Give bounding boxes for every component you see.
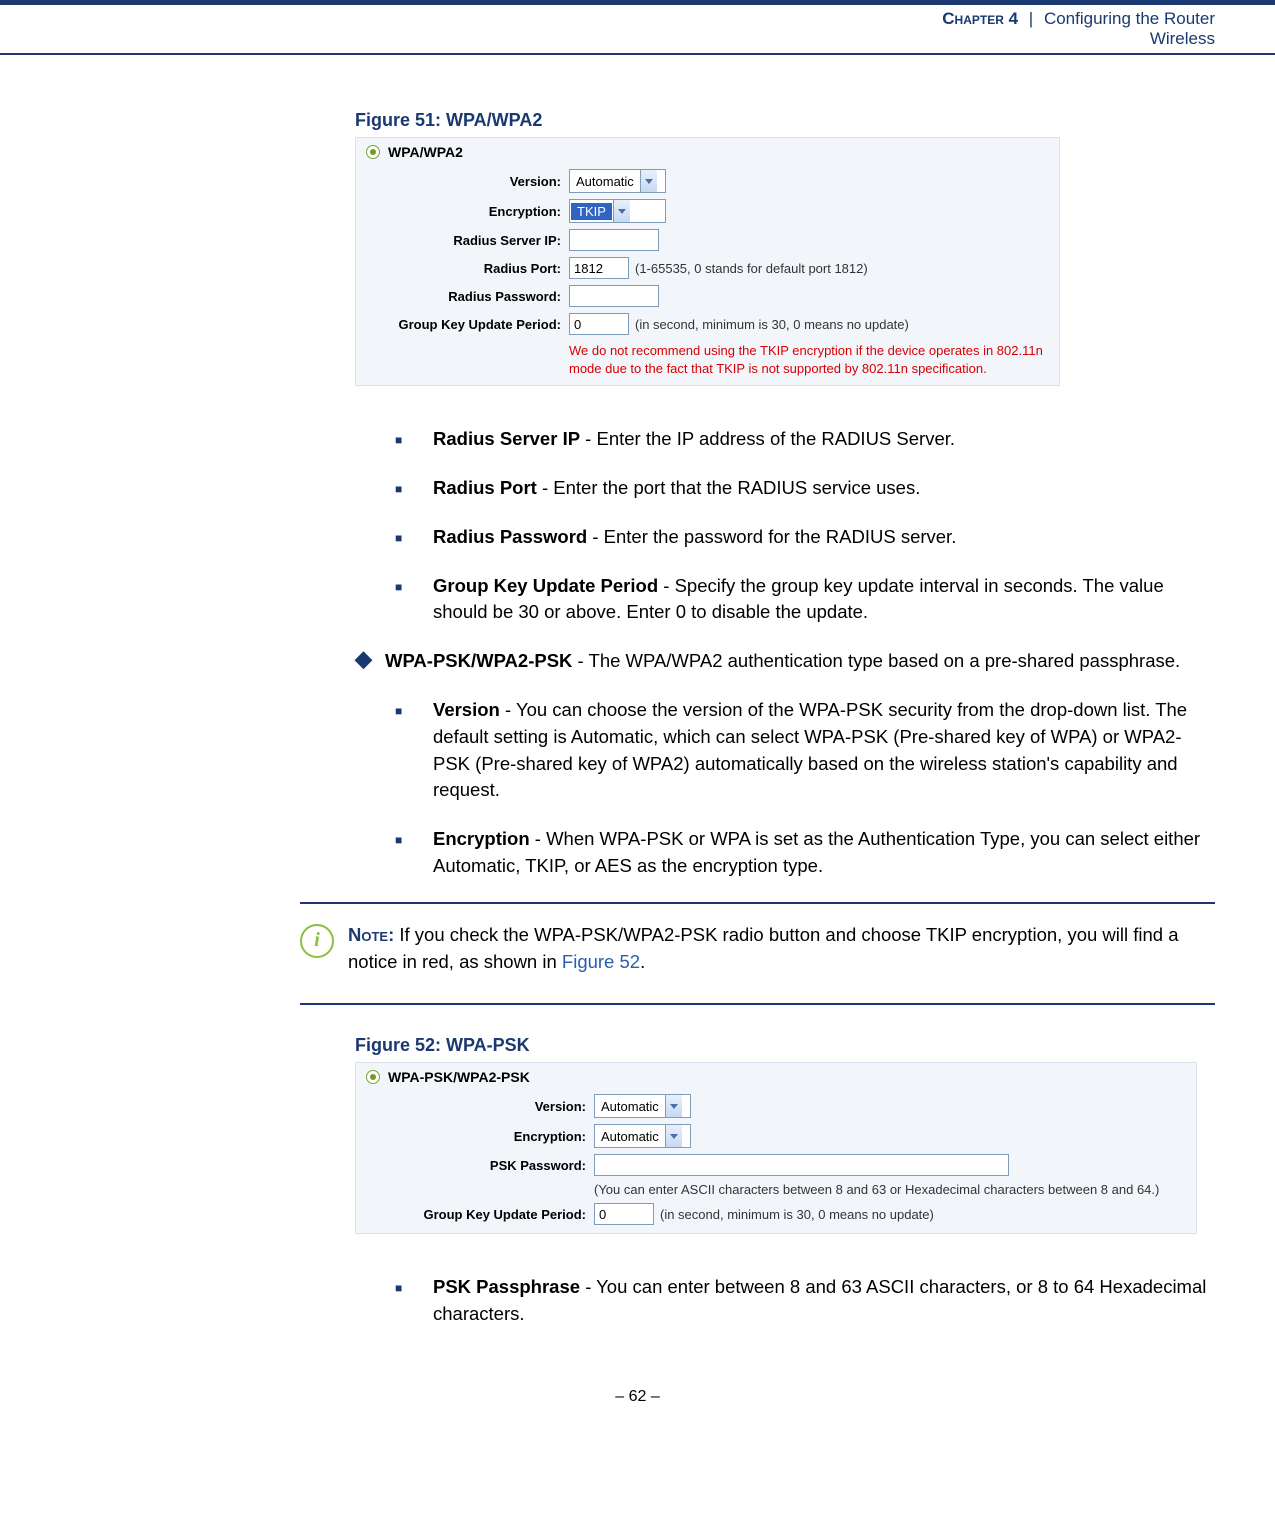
bullet-group-key: ■ Group Key Update Period - Specify the …	[395, 573, 1215, 627]
bullet-version: ■ Version - You can choose the version o…	[395, 697, 1215, 804]
select-version2-value: Automatic	[595, 1099, 665, 1114]
chevron-down-icon[interactable]	[613, 200, 630, 222]
term: PSK Passphrase	[433, 1276, 580, 1297]
label-radius-pw: Radius Password:	[366, 289, 569, 304]
figure-52-caption: Figure 52: WPA-PSK	[355, 1035, 1215, 1056]
diamond-bullet-icon: ◆	[355, 648, 385, 675]
bullet-encryption: ■ Encryption - When WPA-PSK or WPA is se…	[395, 826, 1215, 880]
label-radius-port: Radius Port:	[366, 261, 569, 276]
chevron-down-icon[interactable]	[665, 1125, 682, 1147]
desc: - Enter the port that the RADIUS service…	[537, 477, 921, 498]
info-icon: i	[300, 924, 334, 958]
square-bullet-icon: ■	[395, 697, 433, 804]
square-bullet-icon: ■	[395, 1274, 433, 1328]
bullet-psk-passphrase: ■ PSK Passphrase - You can enter between…	[395, 1274, 1215, 1328]
wpa-wpa2-panel: WPA/WPA2 Version: Automatic Encryption: …	[355, 137, 1060, 386]
label-psk-pw: PSK Password:	[366, 1158, 594, 1173]
bullet-wpa-psk: ◆ WPA-PSK/WPA2-PSK - The WPA/WPA2 authen…	[355, 648, 1215, 675]
select-encryption2-value: Automatic	[595, 1129, 665, 1144]
figure-52-link[interactable]: Figure 52	[562, 951, 640, 972]
figure-51-caption: Figure 51: WPA/WPA2	[355, 110, 1215, 131]
term: Radius Port	[433, 477, 537, 498]
term: Version	[433, 699, 500, 720]
warning-text: We do not recommend using the TKIP encry…	[356, 338, 1059, 385]
desc: - You can choose the version of the WPA-…	[433, 699, 1187, 800]
header-subtitle: Wireless	[0, 29, 1215, 49]
separator: |	[1029, 9, 1033, 28]
term: Radius Server IP	[433, 428, 580, 449]
chevron-down-icon[interactable]	[665, 1095, 682, 1117]
desc: - Enter the IP address of the RADIUS Ser…	[580, 428, 955, 449]
label-version: Version:	[366, 174, 569, 189]
bullet-radius-ip: ■ Radius Server IP - Enter the IP addres…	[395, 426, 1215, 453]
select-version[interactable]: Automatic	[569, 169, 666, 193]
select-encryption[interactable]: TKIP	[569, 199, 666, 223]
select-version-value: Automatic	[570, 174, 640, 189]
page-number: – 62 –	[0, 1388, 1275, 1406]
wpa-wpa2-radio[interactable]	[366, 145, 380, 159]
input-radius-ip[interactable]	[569, 229, 659, 251]
label-encryption2: Encryption:	[366, 1129, 594, 1144]
label-encryption: Encryption:	[366, 204, 569, 219]
input-radius-port[interactable]: 1812	[569, 257, 629, 279]
wpa-psk-panel: WPA-PSK/WPA2-PSK Version: Automatic Encr…	[355, 1062, 1197, 1234]
input-radius-pw[interactable]	[569, 285, 659, 307]
term: Radius Password	[433, 526, 587, 547]
label-group-key: Group Key Update Period:	[366, 317, 569, 332]
label-radius-ip: Radius Server IP:	[366, 233, 569, 248]
note-label: Note:	[348, 924, 394, 945]
square-bullet-icon: ■	[395, 524, 433, 551]
note-text: If you check the WPA-PSK/WPA2-PSK radio …	[348, 924, 1179, 972]
bullet-radius-port: ■ Radius Port - Enter the port that the …	[395, 475, 1215, 502]
header-title: Configuring the Router	[1044, 9, 1215, 28]
term: Group Key Update Period	[433, 575, 658, 596]
square-bullet-icon: ■	[395, 826, 433, 880]
wpa-psk-title: WPA-PSK/WPA2-PSK	[388, 1069, 530, 1085]
hint-group-key: (in second, minimum is 30, 0 means no up…	[635, 317, 909, 332]
chevron-down-icon[interactable]	[640, 170, 657, 192]
bullet-radius-pw: ■ Radius Password - Enter the password f…	[395, 524, 1215, 551]
page-header: Chapter 4 | Configuring the Router Wirel…	[0, 0, 1275, 55]
square-bullet-icon: ■	[395, 475, 433, 502]
select-encryption-value: TKIP	[571, 203, 612, 220]
desc: - The WPA/WPA2 authentication type based…	[572, 650, 1180, 671]
input-psk-pw[interactable]	[594, 1154, 1009, 1176]
select-version2[interactable]: Automatic	[594, 1094, 691, 1118]
term: WPA-PSK/WPA2-PSK	[385, 650, 572, 671]
chapter-label: Chapter 4	[942, 9, 1018, 28]
label-version2: Version:	[366, 1099, 594, 1114]
wpa-psk-radio[interactable]	[366, 1070, 380, 1084]
hint-group-key2: (in second, minimum is 30, 0 means no up…	[660, 1207, 934, 1222]
wpa-wpa2-title: WPA/WPA2	[388, 144, 463, 160]
hint-radius-port: (1-65535, 0 stands for default port 1812…	[635, 261, 868, 276]
input-group-key2[interactable]: 0	[594, 1203, 654, 1225]
square-bullet-icon: ■	[395, 426, 433, 453]
desc: - Enter the password for the RADIUS serv…	[587, 526, 956, 547]
select-encryption2[interactable]: Automatic	[594, 1124, 691, 1148]
term: Encryption	[433, 828, 530, 849]
square-bullet-icon: ■	[395, 573, 433, 627]
hint-psk-pw: (You can enter ASCII characters between …	[594, 1182, 1159, 1197]
label-group-key2: Group Key Update Period:	[366, 1207, 594, 1222]
input-group-key[interactable]: 0	[569, 313, 629, 335]
desc: - When WPA-PSK or WPA is set as the Auth…	[433, 828, 1200, 876]
note-block: i Note: If you check the WPA-PSK/WPA2-PS…	[300, 902, 1215, 1006]
note-tail: .	[640, 951, 645, 972]
